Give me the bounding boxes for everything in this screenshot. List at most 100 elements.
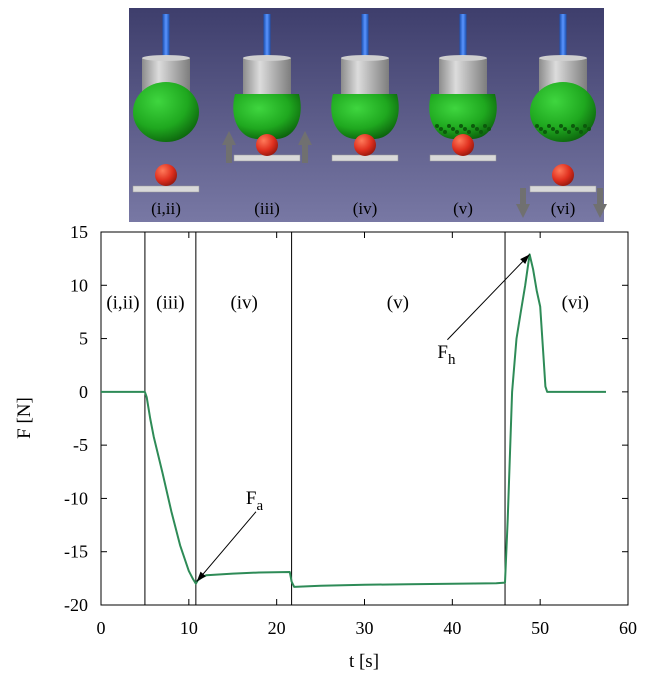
arrow-down-icon — [520, 188, 526, 206]
plate — [529, 185, 597, 193]
phase-labels: (i,ii) (iii) (iv) (v) (vi) — [106, 293, 589, 314]
cylinder-top — [142, 55, 190, 61]
stage-3: (iv) — [331, 14, 399, 218]
annotation-arrow-head — [520, 254, 530, 265]
y-tick-label: 15 — [70, 222, 88, 242]
stage-5: (vi) — [516, 14, 607, 218]
y-tick-label: -15 — [64, 542, 88, 562]
stage-label: (i,ii) — [151, 199, 181, 218]
surface-roughness — [471, 124, 475, 128]
ball — [452, 134, 474, 156]
y-axis-label: F [N] — [14, 397, 35, 439]
surface-roughness — [551, 127, 555, 131]
arrow-up-icon — [302, 143, 308, 163]
stage-1: (i,ii) — [132, 14, 200, 218]
annotation-arrow-head — [196, 571, 206, 582]
surface-roughness — [479, 130, 483, 134]
force-curve — [101, 253, 606, 588]
y-tick-label: 0 — [79, 382, 88, 402]
annotation-arrow-line — [196, 511, 257, 582]
y-tick-label: -5 — [73, 435, 88, 455]
surface-roughness — [555, 130, 559, 134]
stage-label: (v) — [453, 199, 473, 218]
phase-label: (vi) — [562, 293, 589, 314]
soft-sphere — [530, 82, 596, 142]
stage-illustrations: (i,ii) (iii) (iv) (v) (vi) — [132, 14, 607, 218]
arrow-up-icon — [226, 143, 232, 163]
phase-label: (v) — [387, 293, 409, 314]
phase-divider-lines — [144, 232, 506, 605]
annotation-label: Fh — [437, 342, 456, 368]
surface-roughness — [435, 124, 439, 128]
y-tick-label: 5 — [79, 329, 88, 349]
phase-label: (iii) — [156, 293, 185, 314]
stage-label: (iii) — [254, 199, 280, 218]
soft-sphere — [331, 94, 399, 139]
ball — [256, 134, 278, 156]
shaft — [263, 14, 271, 60]
x-tick-label: 0 — [97, 618, 106, 638]
surface-roughness — [447, 124, 451, 128]
shaft — [559, 14, 567, 60]
plot-frame — [100, 231, 629, 606]
annotation-symbol: F — [437, 342, 448, 363]
surface-roughness — [559, 124, 563, 128]
shaft — [459, 14, 467, 60]
plate — [132, 185, 200, 193]
x-tick-label: 50 — [531, 618, 549, 638]
phase-label: (iv) — [230, 293, 257, 314]
x-tick-label: 30 — [356, 618, 374, 638]
soft-sphere — [429, 94, 497, 139]
ball — [354, 134, 376, 156]
x-tick-label: 60 — [619, 618, 637, 638]
x-axis-label: t [s] — [349, 651, 379, 672]
shaft — [361, 14, 369, 60]
cylinder-top — [539, 55, 587, 61]
illustration-panel: (i,ii) (iii) (iv) (v) (vi) — [129, 8, 607, 222]
surface-roughness — [455, 130, 459, 134]
surface-roughness — [463, 127, 467, 131]
surface-roughness — [467, 130, 471, 134]
y-tick-label: -20 — [64, 595, 88, 615]
surface-roughness — [547, 124, 551, 128]
surface-roughness — [451, 127, 455, 131]
cylinder-top — [243, 55, 291, 61]
cylinder — [439, 58, 487, 94]
surface-roughness — [587, 127, 591, 131]
y-tick-label: -10 — [64, 488, 88, 508]
arrow-up-icon — [298, 131, 312, 145]
arrow-up-icon — [222, 131, 236, 145]
annotation-label: Fa — [246, 488, 264, 514]
y-tick-label: 10 — [70, 275, 88, 295]
surface-roughness — [475, 127, 479, 131]
x-tick-label: 10 — [180, 618, 198, 638]
surface-roughness — [563, 127, 567, 131]
surface-roughness — [539, 127, 543, 131]
cylinder-top — [341, 55, 389, 61]
annotation-subscript: h — [448, 352, 456, 368]
ball — [155, 164, 177, 186]
phase-label: (i,ii) — [106, 293, 139, 314]
x-tick-label: 40 — [443, 618, 461, 638]
surface-roughness — [483, 124, 487, 128]
annotation-arrow-line — [447, 254, 530, 341]
cylinder — [243, 58, 291, 94]
soft-sphere — [233, 94, 301, 139]
surface-roughness — [571, 124, 575, 128]
ball — [552, 164, 574, 186]
soft-sphere — [133, 82, 199, 142]
annotation-subscript: a — [257, 498, 264, 514]
arrow-down-icon — [516, 204, 530, 218]
surface-roughness — [583, 124, 587, 128]
stage-4: (v) — [429, 14, 497, 218]
surface-roughness — [567, 130, 571, 134]
surface-roughness — [579, 130, 583, 134]
arrow-down-icon — [597, 188, 603, 206]
surface-roughness — [459, 124, 463, 128]
cylinder — [341, 58, 389, 94]
annotation-symbol: F — [246, 488, 257, 509]
surface-roughness — [487, 127, 491, 131]
